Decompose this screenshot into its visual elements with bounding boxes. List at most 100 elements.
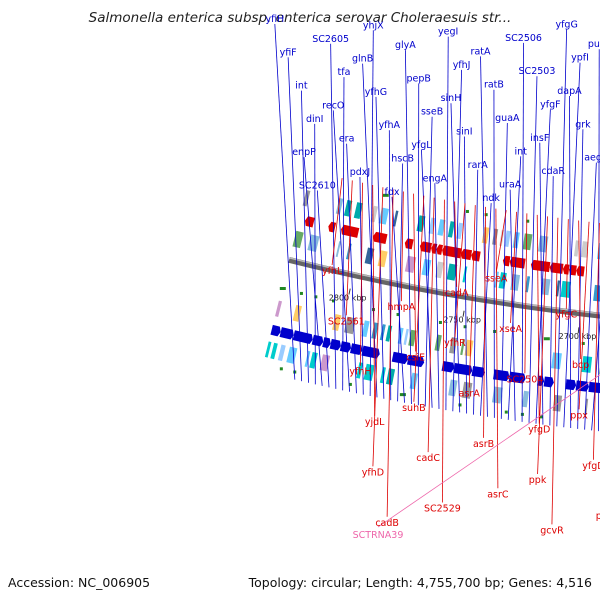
forward-leader-line [330, 43, 337, 389]
reverse-leader-line [427, 197, 435, 453]
feature-block [446, 263, 458, 281]
forward-leader-line [584, 162, 597, 430]
forward-leader-line [375, 96, 385, 399]
reverse-leader-line [454, 203, 466, 338]
gene-label: uraA [499, 180, 522, 191]
gene-label: sseB [421, 107, 443, 118]
reverse-leader-line [441, 199, 445, 503]
forward-leader-line [434, 183, 440, 409]
forward-leader-line [577, 129, 584, 429]
forward-leader-line [539, 142, 544, 425]
reverse-leader-line [372, 185, 376, 417]
forward-gene-arrow [339, 341, 352, 353]
reverse-leader-line [413, 195, 425, 402]
forward-leader-line [473, 169, 479, 415]
feature-block [332, 314, 342, 331]
gene-label: cadC [416, 453, 440, 464]
reverse-leader-line [537, 216, 548, 475]
feature-block [512, 231, 520, 249]
feature-block [498, 272, 507, 289]
reverse-gene-arrow [442, 245, 462, 259]
forward-gene-arrow [292, 330, 313, 345]
forward-leader-line [528, 76, 538, 423]
reverse-leader-line [524, 213, 528, 374]
kbp-tick-mark [462, 310, 465, 317]
gene-label: yfgD [582, 461, 600, 472]
feature-block [292, 230, 304, 249]
gene-label: yfiF [280, 47, 297, 58]
gene-label: yfgC [555, 310, 577, 321]
feature-block [492, 228, 499, 246]
track-dot [279, 287, 286, 291]
reverse-leader-line [578, 220, 582, 360]
forward-gene-labels: yfiH yfiF int dinI enpP SC2610 SC2605 tfa recO er… [265, 14, 600, 204]
track-dot [331, 299, 335, 303]
forward-leader-line [452, 69, 462, 412]
forward-leader-line [332, 110, 350, 392]
kbp-tick-label: 2750 kbp [443, 316, 481, 325]
kbp-tick-label: 2700 kbp [559, 332, 597, 341]
feature-block [560, 280, 572, 298]
gene-label: yhjX [363, 20, 384, 31]
forward-leader-line [500, 122, 508, 419]
gene-label: xseA [499, 324, 522, 335]
forward-leader-line [303, 157, 323, 386]
feature-block [270, 342, 278, 360]
gene-label: ppk [529, 475, 547, 486]
gene-label: purM [596, 511, 600, 522]
forward-leader-line [563, 62, 581, 428]
forward-leader-line [388, 130, 392, 401]
forward-gene-arrow [588, 381, 600, 394]
gene-label: pepB [407, 73, 431, 84]
feature-block [363, 363, 375, 382]
gene-label: dapA [557, 86, 582, 97]
feature-block [593, 284, 600, 302]
forward-leader-line [424, 116, 433, 407]
reverse-leader-line [510, 211, 517, 323]
gene-label: ypfI [571, 53, 589, 64]
forward-leader-line [362, 63, 378, 398]
rna-label: SCTRNA39 [353, 530, 404, 541]
track-dot [463, 325, 467, 329]
forward-gene-arrow [279, 327, 294, 340]
feature-block [343, 316, 357, 335]
gene-label: glyA [395, 40, 416, 51]
feature-block [307, 234, 320, 253]
gene-label: purC [588, 39, 600, 50]
track-dot [581, 341, 585, 345]
gene-label: ratA [471, 46, 491, 57]
gene-label: asrA [459, 389, 481, 400]
reverse-gene-arrow [328, 221, 337, 233]
track-dot [438, 320, 442, 324]
track-dot [382, 193, 389, 197]
feature-block [377, 250, 388, 268]
gene-label: yfhJ [453, 60, 471, 71]
feature-block [522, 233, 533, 251]
forward-leader-line [591, 316, 600, 431]
track-dot [543, 337, 550, 341]
reverse-leader-line [565, 219, 569, 309]
forward-gene-arrow [543, 376, 554, 388]
feature-block [551, 352, 562, 370]
reverse-gene-arrow [373, 231, 388, 245]
feature-block [353, 202, 364, 219]
backbone-ring [288, 256, 600, 319]
forward-leader-line [569, 95, 572, 429]
reverse-leader-line [372, 187, 384, 467]
gene-label: int [515, 146, 528, 157]
forward-leader-line [316, 190, 330, 388]
gene-label: aegA [584, 153, 600, 164]
feature-block [462, 266, 468, 283]
track-dot [299, 291, 303, 295]
reverse-leader-line [551, 217, 559, 525]
feature-block [447, 221, 455, 238]
feature-block [364, 247, 375, 265]
gene-label: SC2561 [328, 316, 365, 327]
reverse-leader-line [578, 221, 590, 410]
feature-block [437, 219, 446, 236]
gene-label: bcp [572, 360, 589, 371]
track-dot [348, 382, 352, 386]
forward-gene-arrow [391, 351, 408, 365]
feature-block [428, 217, 436, 235]
gene-label: asrB [473, 439, 494, 450]
